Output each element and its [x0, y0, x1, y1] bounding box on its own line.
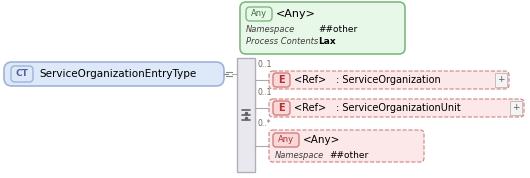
- Bar: [495, 73, 507, 87]
- FancyBboxPatch shape: [240, 2, 405, 54]
- Text: ##other: ##other: [318, 25, 357, 35]
- FancyBboxPatch shape: [11, 66, 33, 82]
- Bar: [237, 58, 255, 172]
- Text: <Any>: <Any>: [303, 135, 340, 145]
- Text: 0..*: 0..*: [257, 119, 270, 128]
- Text: +: +: [513, 103, 520, 112]
- Text: E: E: [278, 75, 285, 85]
- Text: Any: Any: [278, 135, 294, 145]
- FancyBboxPatch shape: [269, 99, 524, 117]
- Text: ServiceOrganizationEntryType: ServiceOrganizationEntryType: [39, 69, 196, 79]
- FancyBboxPatch shape: [273, 73, 290, 87]
- Text: E: E: [278, 103, 285, 113]
- Text: 0..1: 0..1: [257, 60, 271, 69]
- Text: <Any>: <Any>: [276, 9, 316, 19]
- Text: CT: CT: [15, 69, 29, 78]
- Text: Lax: Lax: [318, 38, 335, 46]
- Text: Any: Any: [251, 9, 267, 19]
- Text: 0..1: 0..1: [257, 88, 271, 97]
- Text: ##other: ##other: [329, 151, 368, 161]
- FancyBboxPatch shape: [269, 130, 424, 162]
- FancyBboxPatch shape: [246, 7, 272, 21]
- Bar: [510, 101, 522, 115]
- Text: : ServiceOrganization: : ServiceOrganization: [336, 75, 441, 85]
- Text: Namespace: Namespace: [275, 151, 324, 161]
- FancyBboxPatch shape: [269, 71, 509, 89]
- Text: Namespace: Namespace: [246, 25, 295, 35]
- FancyBboxPatch shape: [273, 101, 290, 115]
- Text: : ServiceOrganizationUnit: : ServiceOrganizationUnit: [336, 103, 461, 113]
- FancyBboxPatch shape: [273, 133, 299, 147]
- Text: +: +: [497, 75, 505, 85]
- FancyBboxPatch shape: [4, 62, 224, 86]
- Text: <Ref>: <Ref>: [294, 103, 326, 113]
- Text: <Ref>: <Ref>: [294, 75, 326, 85]
- Text: Process Contents: Process Contents: [246, 38, 318, 46]
